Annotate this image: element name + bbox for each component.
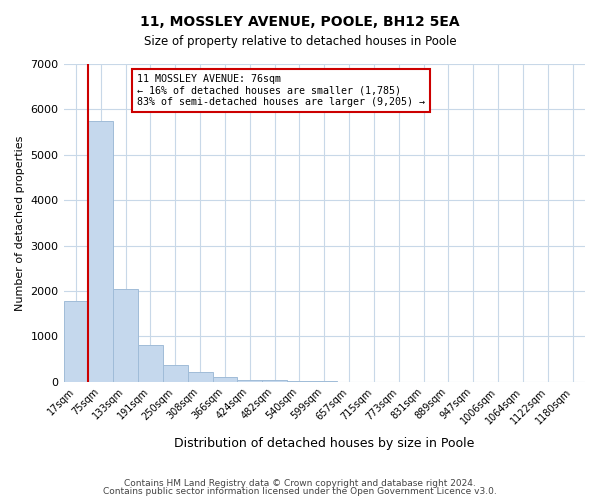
Bar: [64, 301, 88, 382]
Bar: [287, 381, 312, 382]
Text: 11 MOSSLEY AVENUE: 76sqm
← 16% of detached houses are smaller (1,785)
83% of sem: 11 MOSSLEY AVENUE: 76sqm ← 16% of detach…: [137, 74, 425, 106]
Text: 11, MOSSLEY AVENUE, POOLE, BH12 5EA: 11, MOSSLEY AVENUE, POOLE, BH12 5EA: [140, 15, 460, 29]
Bar: [262, 380, 287, 382]
X-axis label: Distribution of detached houses by size in Poole: Distribution of detached houses by size …: [174, 437, 475, 450]
Text: Contains public sector information licensed under the Open Government Licence v3: Contains public sector information licen…: [103, 487, 497, 496]
Text: Contains HM Land Registry data © Crown copyright and database right 2024.: Contains HM Land Registry data © Crown c…: [124, 478, 476, 488]
Text: Size of property relative to detached houses in Poole: Size of property relative to detached ho…: [143, 35, 457, 48]
Bar: [238, 380, 262, 382]
Bar: [212, 377, 238, 382]
Bar: [113, 288, 138, 382]
Bar: [138, 346, 163, 382]
Y-axis label: Number of detached properties: Number of detached properties: [15, 135, 25, 310]
Bar: [88, 120, 113, 382]
Bar: [188, 372, 212, 382]
Bar: [163, 365, 188, 382]
